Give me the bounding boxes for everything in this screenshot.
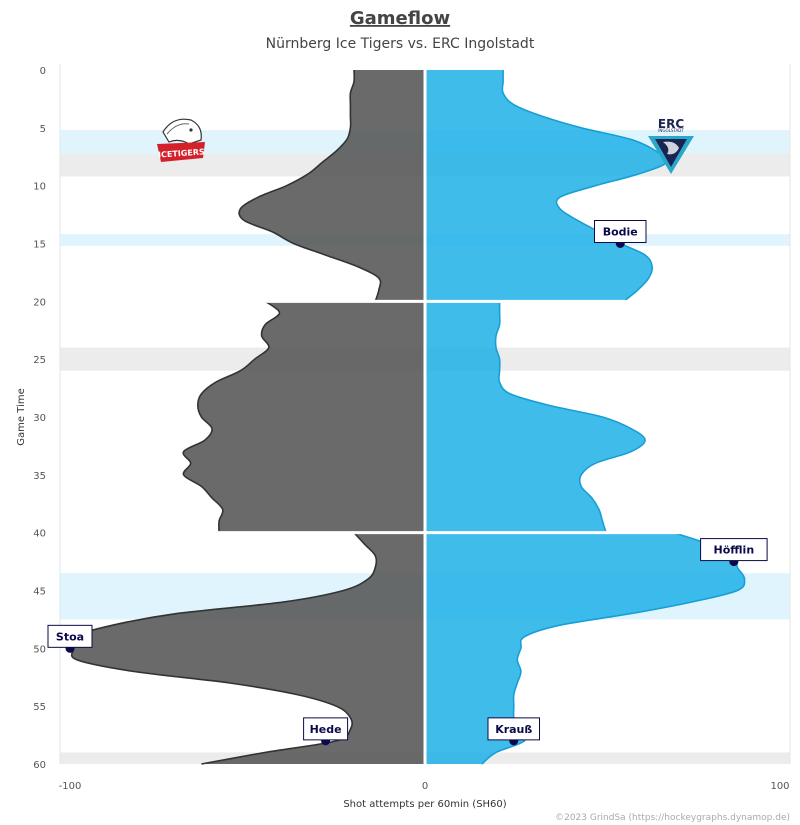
goal-label-box <box>594 220 647 243</box>
goal-label-box <box>47 624 93 648</box>
home-line-period-2 <box>182 300 281 533</box>
y-tick-label: 5 <box>40 124 46 135</box>
home-line-period-1 <box>238 69 382 302</box>
y-tick-label: 50 <box>33 644 46 655</box>
y-tick-label: 55 <box>33 702 46 713</box>
x-tick-label: -100 <box>59 781 82 792</box>
y-tick-label: 0 <box>40 66 46 77</box>
x-tick-label: 0 <box>422 781 428 792</box>
y-tick-label: 25 <box>33 355 46 366</box>
y-tick-label: 60 <box>33 760 46 771</box>
home-area-period-2 <box>183 301 425 533</box>
goal-scorer-label: Höfflin <box>714 544 755 557</box>
y-axis-label: Game Time <box>16 388 27 445</box>
away-line-period-1 <box>501 70 668 302</box>
goal-label-box <box>700 538 768 562</box>
y-tick-label: 10 <box>33 182 46 193</box>
goal-scorer-label: Bodie <box>603 226 638 239</box>
goal-scorer-label: Hede <box>310 723 342 736</box>
away-area-period-2 <box>425 301 646 533</box>
y-tick-label: 40 <box>33 529 46 540</box>
y-tick-label: 30 <box>33 413 46 424</box>
erc-ingolstadt-logo: ERC INGOLSTADT <box>648 117 694 174</box>
y-tick-label: 20 <box>33 297 46 308</box>
goal-markers: Bodie Höfflin Stoa Hede Krauß <box>47 220 768 746</box>
away-logo-text: ERC <box>658 117 684 131</box>
goal-scorer-label: Krauß <box>495 723 532 736</box>
home-logo-text: ICETIGERS <box>158 147 205 159</box>
goal-label-box <box>487 717 540 741</box>
home-area-period-1 <box>239 70 425 302</box>
away-area-period-1 <box>425 70 668 302</box>
away-line-period-2 <box>494 301 646 533</box>
y-tick-label: 35 <box>33 471 46 482</box>
shot-rate-areas <box>69 69 746 765</box>
nurnberg-ice-tigers-logo: ICETIGERS <box>157 118 205 162</box>
chart-subtitle: Nürnberg Ice Tigers vs. ERC Ingolstadt <box>266 36 535 52</box>
chart-title: Gameflow <box>350 8 450 29</box>
goal-label-box <box>303 717 349 741</box>
home-area-period-3 <box>70 532 426 764</box>
goal-scorer-label: Stoa <box>56 630 84 643</box>
y-tick-label: 15 <box>33 240 46 251</box>
away-area-period-3 <box>425 532 745 764</box>
x-axis-label: Shot attempts per 60min (SH60) <box>343 799 506 810</box>
credit-text: ©2023 GrindSa (https://hockeygraphs.dyna… <box>555 813 790 823</box>
away-logo-subtext: INGOLSTADT <box>658 128 684 133</box>
y-tick-label: 45 <box>33 587 46 598</box>
x-tick-label: 100 <box>770 781 789 792</box>
